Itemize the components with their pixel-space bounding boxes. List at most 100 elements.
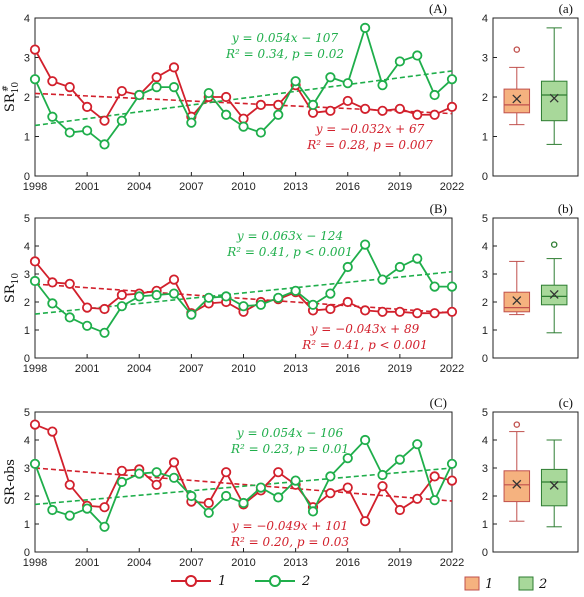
x-tick-label: 2001 — [75, 363, 99, 375]
legend-marker-series-2 — [269, 575, 281, 587]
data-point-series-2 — [47, 504, 58, 516]
y-tick-label: 2 — [24, 491, 30, 503]
box-1-outlier — [513, 421, 521, 428]
regression-equation-series-1: y = −0.049x + 101 — [231, 519, 348, 533]
data-point-series-2 — [134, 468, 145, 479]
line-panel-1: 0 1 2 3 4 1998 2001 2004 2007 2010 2013 2016 2019 202… — [1, 1, 464, 193]
data-point-series-2 — [394, 261, 405, 273]
data-point-series-2 — [290, 76, 301, 87]
data-point-series-2 — [47, 298, 58, 309]
y-tick-label: 2 — [482, 92, 488, 104]
data-point-series-1 — [377, 306, 388, 317]
data-point-series-1 — [360, 305, 371, 316]
data-point-series-2 — [168, 472, 180, 483]
data-point-series-2 — [255, 482, 266, 493]
y-tick-label: 3 — [24, 463, 30, 475]
data-point-series-1 — [412, 493, 423, 504]
data-point-series-1 — [82, 302, 93, 313]
data-point-series-2 — [82, 320, 93, 331]
data-point-series-1 — [221, 91, 232, 103]
x-tick-label: 2010 — [231, 181, 255, 193]
data-point-series-2 — [273, 492, 284, 503]
data-point-series-1 — [99, 303, 110, 315]
data-point-series-1 — [255, 99, 266, 111]
y-tick-label: 1 — [482, 325, 488, 337]
x-tick-label: 1998 — [23, 181, 47, 193]
data-point-series-2 — [429, 495, 440, 506]
data-point-series-2 — [377, 80, 388, 91]
data-point-series-2 — [116, 301, 127, 312]
box-2-iqr — [540, 80, 568, 122]
data-point-series-2 — [325, 471, 336, 482]
x-tick-label: 2022 — [440, 363, 464, 375]
data-point-series-2 — [377, 274, 388, 285]
x-tick-label: 2004 — [127, 557, 151, 569]
box-2-outlier — [550, 241, 558, 248]
y-tick-label: 2 — [482, 491, 488, 503]
y-tick-label: 4 — [482, 241, 488, 253]
data-point-series-1 — [342, 482, 353, 493]
data-point-series-1 — [325, 303, 336, 315]
y-axis-label: SR-obs — [3, 459, 18, 505]
legend-label-series-1: 1 — [218, 574, 226, 589]
data-point-series-2 — [255, 127, 266, 138]
y-tick-label: 0 — [24, 547, 30, 559]
data-point-series-2 — [238, 301, 249, 312]
data-point-series-2 — [377, 469, 388, 481]
data-point-series-2 — [429, 89, 440, 101]
data-point-series-2 — [342, 261, 353, 273]
data-point-series-2 — [186, 117, 197, 128]
data-point-series-2 — [29, 275, 41, 287]
x-tick-label: 2022 — [440, 181, 464, 193]
data-point-series-1 — [29, 419, 41, 430]
data-point-series-1 — [116, 465, 127, 476]
x-tick-label: 2001 — [75, 557, 99, 569]
data-point-series-2 — [47, 111, 58, 122]
data-point-series-1 — [412, 308, 423, 319]
legend-box-2 — [518, 576, 534, 591]
data-point-series-2 — [238, 121, 249, 132]
y-tick-label: 1 — [24, 519, 30, 531]
regression-stats-series-2: R² = 0.34, p = 0.02 — [225, 47, 344, 61]
data-point-series-2 — [446, 458, 458, 469]
x-tick-label: 2016 — [336, 557, 360, 569]
y-tick-label: 2 — [24, 297, 30, 309]
data-point-series-1 — [151, 72, 162, 83]
data-point-series-2 — [290, 475, 301, 486]
panel-label: (A) — [429, 1, 447, 16]
data-point-series-1 — [64, 479, 75, 490]
plot-frame — [492, 411, 579, 553]
y-tick-label: 4 — [482, 435, 488, 447]
data-point-series-2 — [273, 292, 284, 303]
data-point-series-2 — [394, 454, 405, 465]
box-panel-1: 0 1 2 3 4 (a) — [482, 1, 579, 183]
panel-label: (C) — [430, 395, 447, 410]
data-point-series-2 — [307, 299, 319, 310]
data-point-series-1 — [360, 516, 371, 527]
x-tick-label: 2013 — [283, 557, 307, 569]
data-point-series-2 — [360, 239, 371, 250]
data-point-series-2 — [203, 292, 214, 303]
data-point-series-1 — [168, 457, 180, 468]
regression-stats-series-2: R² = 0.41, p < 0.001 — [226, 245, 353, 259]
panel-label: (b) — [558, 201, 573, 216]
legend-box-label-2: 2 — [538, 577, 547, 592]
data-point-series-2 — [82, 503, 93, 514]
y-tick-label: 5 — [482, 213, 488, 225]
data-point-series-2 — [99, 139, 110, 150]
data-point-series-2 — [116, 115, 127, 126]
regression-stats-series-1: R² = 0.28, p = 0.007 — [306, 138, 433, 152]
box-1-mean-marker — [512, 296, 522, 306]
y-tick-label: 0 — [24, 353, 30, 365]
y-tick-label: 0 — [482, 547, 488, 559]
data-point-series-2 — [342, 78, 353, 89]
legend-marker-series-1 — [185, 575, 197, 587]
y-tick-label: 5 — [24, 407, 30, 419]
trend-line-series-2 — [34, 270, 453, 315]
data-point-series-1 — [64, 82, 75, 93]
data-point-series-2 — [429, 281, 440, 292]
data-point-series-2 — [151, 289, 162, 301]
data-point-series-2 — [360, 22, 371, 33]
y-axis-label: SR10# — [1, 82, 21, 112]
